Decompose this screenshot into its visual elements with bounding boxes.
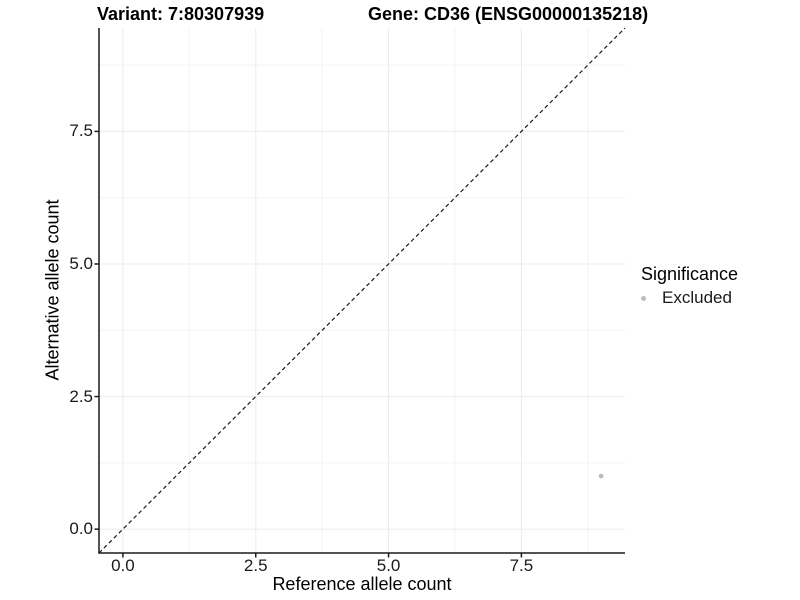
scatter-plot-canvas: [94, 27, 626, 558]
legend-items: Excluded: [641, 288, 738, 308]
legend-point-icon: [641, 295, 646, 301]
y-tick-label: 7.5: [69, 121, 93, 141]
legend: Significance Excluded: [641, 264, 738, 308]
x-axis-label: Reference allele count: [272, 574, 452, 594]
x-tick-label: 0.0: [111, 556, 135, 575]
legend-item-label: Excluded: [662, 288, 732, 307]
x-tick-label: 2.5: [243, 556, 268, 575]
plot-panel: [94, 27, 626, 558]
y-tick-label: 2.5: [69, 386, 93, 406]
plot-title-gene: Gene: CD36 (ENSG00000135218): [368, 4, 649, 24]
data-point-excluded: [598, 473, 604, 479]
legend-key: [633, 290, 659, 307]
legend-title: Significance: [641, 264, 739, 284]
y-tick-label: 5.0: [69, 253, 93, 273]
plot-title-variant: Variant: 7:80307939: [97, 4, 265, 24]
identity-reference-line: [98, 27, 626, 554]
legend-item-excluded: Excluded: [641, 288, 738, 308]
x-tick-label: 7.5: [509, 556, 534, 575]
x-tick-label: 5.0: [376, 556, 401, 575]
y-axis-label: Alternative allele count: [42, 199, 63, 381]
y-tick-label: 0.0: [69, 519, 93, 539]
